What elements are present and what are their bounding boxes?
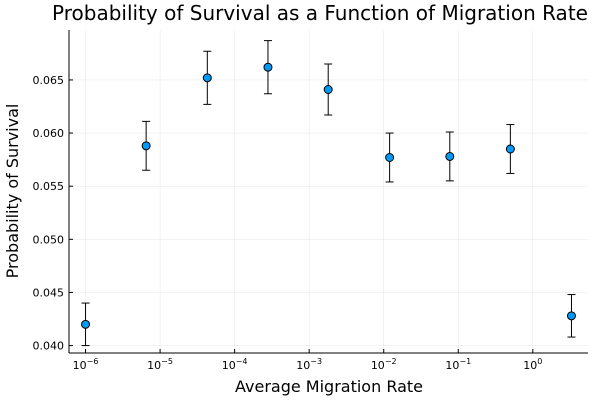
y-tick-label: 0.040 <box>33 340 65 353</box>
y-tick-label: 0.045 <box>33 286 65 299</box>
data-point <box>566 311 576 321</box>
data-point <box>323 85 333 94</box>
x-tick-label: 10−2 <box>371 357 397 372</box>
y-tick-label: 0.060 <box>33 127 65 140</box>
axis-layer: 10−6 10−5 10−4 10−3 10−2 10−1 100 0.040 0.045 0.0… <box>33 30 588 372</box>
y-axis-label: Probability of Survival <box>3 104 22 279</box>
data-point <box>81 319 91 329</box>
chart-title: Probability of Survival as a Function of… <box>52 1 588 25</box>
data-point <box>445 151 455 161</box>
data-point <box>385 153 395 162</box>
y-tick-label: 0.055 <box>33 180 65 193</box>
x-tick-label: 10−4 <box>222 357 248 372</box>
x-tick-label: 100 <box>523 357 542 372</box>
y-tick-label: 0.065 <box>33 74 65 87</box>
data-point <box>202 73 212 83</box>
x-tick-label: 10−5 <box>147 357 173 372</box>
x-tick-label: 10−6 <box>73 357 99 372</box>
x-tick-label: 10−3 <box>296 357 322 372</box>
data-point <box>505 144 515 154</box>
x-tick-label: 10−1 <box>445 357 471 372</box>
data-point <box>141 141 151 151</box>
x-axis-label: Average Migration Rate <box>235 377 423 396</box>
y-tick-label: 0.050 <box>33 233 65 246</box>
mark-layer <box>81 40 576 347</box>
data-point <box>263 62 273 72</box>
